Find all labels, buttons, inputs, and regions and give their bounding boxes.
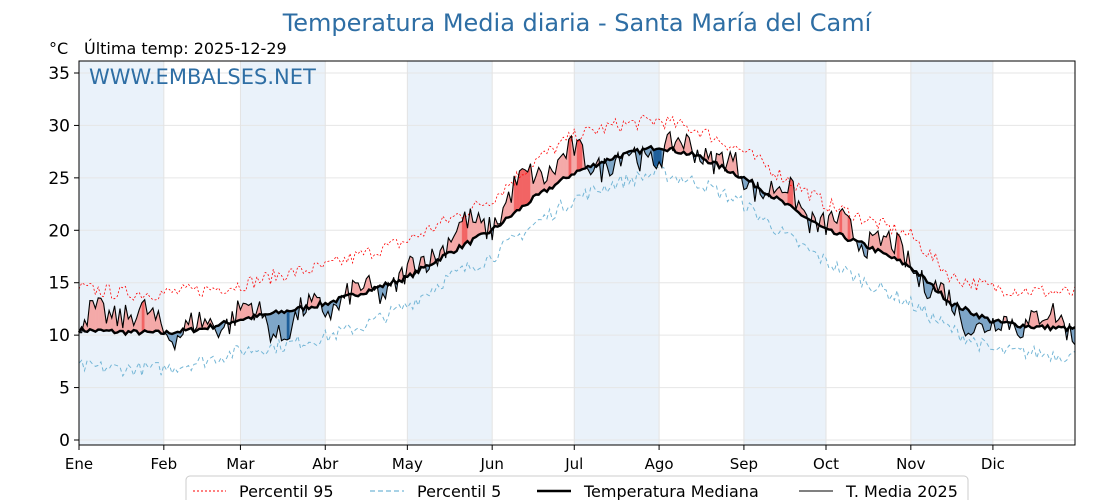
- anomaly-fill-day-259: [784, 192, 788, 205]
- series-line-media-2025: [79, 130, 1076, 352]
- x-tick-label-oct: Oct: [813, 455, 839, 473]
- x-tick-label-jul: Jul: [564, 455, 583, 473]
- anomaly-fill-day-24: [141, 299, 145, 333]
- anomaly-fill-day-26: [147, 311, 151, 333]
- anomaly-fill-day-77: [286, 310, 290, 341]
- anomaly-fill-day-75: [281, 310, 285, 342]
- anomaly-fill-day-327: [970, 313, 974, 336]
- x-axis: Ene Feb Mar Abr May Jun Jul Ago Sep Oct Nov Dic: [65, 445, 1005, 473]
- y-tick-label-15: 15: [48, 274, 70, 294]
- x-tick-label-dic: Dic: [981, 455, 1005, 473]
- chart-title: Temperatura Media diaria - Santa María d…: [282, 9, 873, 37]
- x-tick-label-abr: Abr: [312, 455, 339, 473]
- x-tick-label-may: May: [392, 455, 423, 473]
- x-tick-label-feb: Feb: [151, 455, 178, 473]
- legend-box: [185, 475, 969, 500]
- anomaly-fill-day-76: [284, 310, 288, 341]
- anomaly-fill-day-163: [522, 168, 526, 207]
- x-tick-label-nov: Nov: [896, 455, 925, 473]
- y-tick-label-5: 5: [59, 379, 70, 399]
- y-axis: 0 5 10 15 20 25 30 35: [48, 64, 79, 451]
- unit-label: °C: [49, 39, 68, 58]
- anomaly-fill-day-140: [459, 221, 463, 249]
- anomaly-fill-day-164: [524, 169, 528, 206]
- anomaly-fill-day-349: [1031, 310, 1035, 329]
- plot-frame: [78, 60, 1076, 446]
- x-tick-label-sep: Sep: [730, 455, 758, 473]
- series-line-percentil-5: [78, 165, 1076, 378]
- anomaly-fill-day-183: [576, 139, 580, 171]
- anomaly-fill-day-126: [420, 256, 424, 268]
- y-tick-label-10: 10: [48, 326, 70, 346]
- watermark: WWW.EMBALSES.NET: [89, 65, 316, 89]
- series-line-mediana: [77, 144, 1076, 337]
- anomaly-fill-day-332: [984, 317, 988, 333]
- y-tick-label-25: 25: [48, 169, 70, 189]
- anomaly-fill-day-180: [568, 135, 572, 179]
- legend-p95-label: Percentil 95: [239, 482, 334, 500]
- anomaly-fill-day-311: [927, 282, 931, 299]
- y-tick-label-20: 20: [48, 221, 70, 241]
- x-tick-label-jun: Jun: [479, 455, 503, 473]
- legend-p5-label: Percentil 5: [417, 482, 501, 500]
- last-temp-label: Última temp: 2025-12-29: [84, 39, 287, 58]
- anomaly-fill-day-102: [355, 282, 359, 297]
- anomaly-fill-day-62: [245, 303, 249, 319]
- plot-area: WWW.EMBALSES.NET: [77, 60, 1076, 446]
- anomaly-fill-day-325: [965, 306, 969, 337]
- y-tick-label-35: 35: [48, 64, 70, 84]
- anomaly-fill-day-295: [883, 235, 887, 255]
- legend: Percentil 95 Percentil 5 Temperatura Med…: [185, 475, 969, 500]
- anomaly-fill-day-8: [97, 297, 102, 330]
- anomaly-fill-day-72: [273, 310, 277, 339]
- x-tick-label-ago: Ago: [645, 455, 674, 473]
- grid-lines: [78, 61, 1075, 445]
- anomaly-fill-day-177: [560, 153, 564, 181]
- series-line-percentil-95: [78, 114, 1076, 301]
- anomaly-fill-day-5: [89, 300, 93, 331]
- legend-median-label: Temperatura Mediana: [583, 482, 759, 500]
- y-tick-label-30: 30: [48, 116, 70, 136]
- x-tick-label-mar: Mar: [226, 455, 255, 473]
- legend-media-label: T. Media 2025: [845, 482, 958, 500]
- y-tick-label-0: 0: [59, 431, 70, 451]
- x-tick-label-ene: Ene: [65, 455, 93, 473]
- series-lines: [77, 114, 1076, 378]
